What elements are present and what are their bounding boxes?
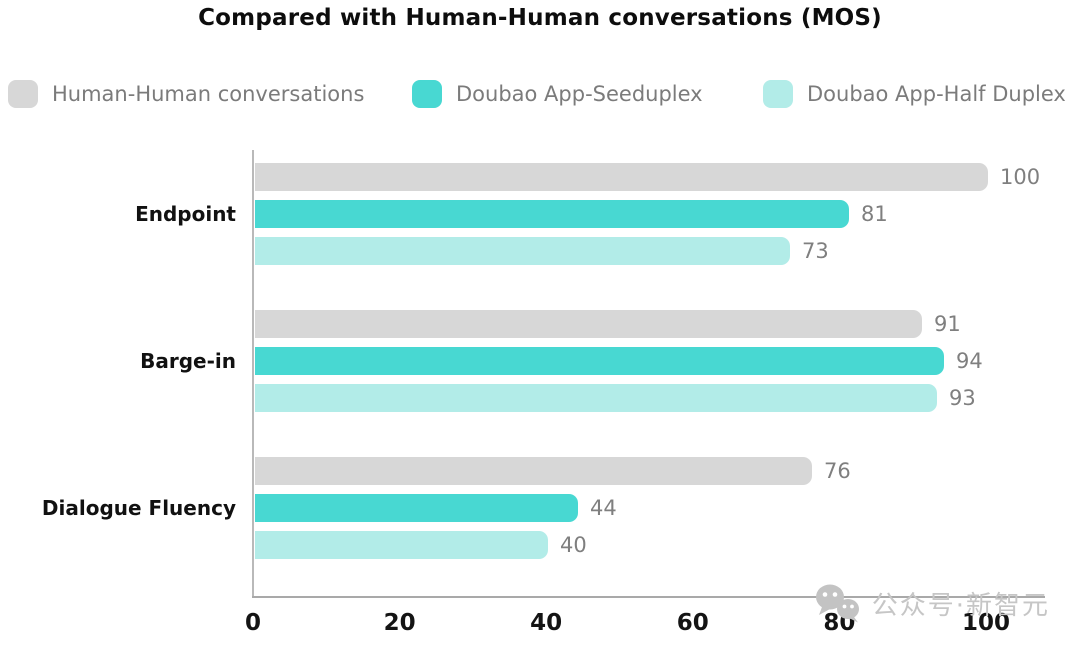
value-label: 94 <box>956 349 983 373</box>
x-tick-label: 60 <box>676 610 709 636</box>
x-tick-label: 40 <box>530 610 563 636</box>
watermark: 公众号·新智元 <box>814 583 1050 623</box>
x-tick-label: 20 <box>383 610 416 636</box>
x-tick-label: 100 <box>961 610 1011 636</box>
category-label: Barge-in <box>140 349 236 373</box>
legend-swatch <box>763 80 793 108</box>
bar <box>255 237 790 265</box>
category-label: Endpoint <box>135 202 236 226</box>
chart-title: Compared with Human-Human conversations … <box>198 5 882 31</box>
x-axis-line <box>252 596 1045 598</box>
bar <box>255 347 944 375</box>
bar <box>255 531 548 559</box>
legend-label: Doubao App-Seeduplex <box>456 82 703 106</box>
bar <box>255 384 937 412</box>
legend-item: Doubao App-Half Duplex <box>763 80 1066 108</box>
bar <box>255 494 578 522</box>
x-tick-label: 0 <box>244 610 262 636</box>
value-label: 91 <box>934 312 961 336</box>
legend-item: Doubao App-Seeduplex <box>412 80 703 108</box>
bar <box>255 200 849 228</box>
value-label: 76 <box>824 459 851 483</box>
bar <box>255 310 922 338</box>
wechat-icon <box>815 584 859 623</box>
legend-label: Doubao App-Half Duplex <box>807 82 1066 106</box>
bar <box>255 163 988 191</box>
y-axis-line <box>252 150 254 598</box>
legend-item: Human-Human conversations <box>8 80 364 108</box>
legend-swatch <box>8 80 38 108</box>
value-label: 40 <box>560 533 587 557</box>
value-label: 73 <box>802 239 829 263</box>
legend-swatch <box>412 80 442 108</box>
value-label: 100 <box>1000 165 1041 189</box>
bar <box>255 457 812 485</box>
value-label: 81 <box>861 202 888 226</box>
category-label: Dialogue Fluency <box>41 496 236 520</box>
value-label: 44 <box>590 496 617 520</box>
legend-label: Human-Human conversations <box>52 82 365 106</box>
value-label: 93 <box>949 386 976 410</box>
watermark-text: 公众号·新智元 <box>871 590 1050 621</box>
